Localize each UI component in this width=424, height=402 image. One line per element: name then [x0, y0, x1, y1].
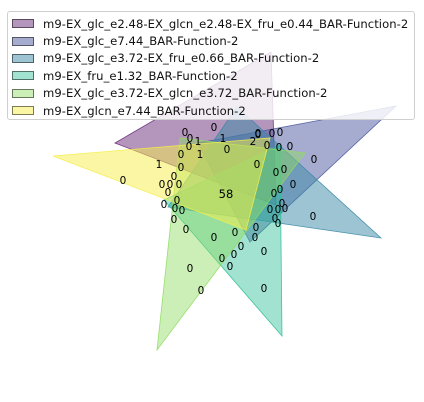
- region-count: 0: [252, 232, 259, 244]
- region-count: 0: [255, 129, 262, 141]
- region-count: 0: [198, 285, 205, 297]
- region-count: 0: [167, 179, 174, 191]
- legend-swatch: [12, 88, 34, 98]
- region-count: 0: [171, 171, 178, 183]
- region-count: 1: [195, 136, 202, 148]
- region-count: 0: [275, 204, 282, 216]
- region-count: 0: [290, 179, 297, 191]
- region-count: 0: [276, 142, 283, 154]
- region-count: 0: [182, 127, 189, 139]
- region-count: 0: [224, 144, 231, 156]
- legend-swatch: [12, 106, 34, 116]
- region-count: 0: [261, 246, 268, 258]
- region-count: 0: [211, 232, 218, 244]
- region-count: 1: [156, 159, 163, 171]
- region-count: 0: [311, 154, 318, 166]
- region-count: 0: [183, 224, 190, 236]
- region-count: 0: [238, 241, 245, 253]
- legend-swatch: [12, 53, 34, 63]
- region-count: 0: [165, 187, 172, 199]
- region-count: 1: [220, 133, 227, 145]
- region-count: 0: [277, 127, 284, 139]
- region-count: 0: [271, 188, 278, 200]
- legend-swatch: [12, 71, 34, 81]
- region-count: 0: [275, 218, 282, 230]
- legend-label: m9-EX_glc_e2.48-EX_glcn_e2.48-EX_fru_e0.…: [43, 16, 409, 31]
- region-count: 0: [179, 205, 186, 217]
- legend-label: m9-EX_glcn_e7.44_BAR-Function-2: [43, 103, 246, 118]
- region-count: 0: [281, 164, 288, 176]
- region-labels: 0 0 0 0 0 1 2 0 0 0 1 0 1 0 0 0 0 0 0 0 …: [120, 122, 318, 297]
- region-count: 0: [178, 162, 185, 174]
- legend-label: m9-EX_glc_e7.44_BAR-Function-2: [43, 34, 239, 49]
- region-count: 0: [269, 128, 276, 140]
- legend-item: m9-EX_glc_e3.72-EX_glcn_e3.72_BAR-Functi…: [12, 85, 414, 102]
- region-count: 0: [282, 203, 289, 215]
- region-count: 0: [174, 195, 181, 207]
- region-count: 1: [197, 149, 204, 161]
- region-count: 0: [186, 141, 193, 153]
- region-count: 0: [172, 203, 179, 215]
- region-count: 0: [176, 179, 183, 191]
- legend: m9-EX_glc_e2.48-EX_glcn_e2.48-EX_fru_e0.…: [7, 11, 415, 120]
- region-count: 0: [287, 141, 294, 153]
- region-count: 0: [227, 261, 234, 273]
- region-count: 0: [159, 179, 166, 191]
- legend-label: m9-EX_glc_e3.72-EX_fru_e0.66_BAR-Functio…: [43, 51, 320, 66]
- region-count: 0: [254, 159, 261, 171]
- legend-item: m9-EX_glc_e7.44_BAR-Function-2: [12, 32, 414, 49]
- legend-item: m9-EX_fru_e1.32_BAR-Function-2: [12, 67, 414, 84]
- region-count: 0: [187, 263, 194, 275]
- region-count: 0: [161, 199, 168, 211]
- region-count: 0: [264, 140, 271, 152]
- region-count: 0: [120, 175, 127, 187]
- legend-item: m9-EX_glc_e2.48-EX_glcn_e2.48-EX_fru_e0.…: [12, 15, 414, 32]
- set-6-triangle: [52, 137, 271, 231]
- region-count: 0: [255, 128, 262, 140]
- legend-item: m9-EX_glc_e3.72-EX_fru_e0.66_BAR-Functio…: [12, 50, 414, 67]
- region-count: 0: [273, 167, 280, 179]
- region-count: 0: [261, 283, 268, 295]
- region-count: 0: [267, 204, 274, 216]
- region-count: 0: [178, 149, 185, 161]
- legend-item: m9-EX_glcn_e7.44_BAR-Function-2: [12, 102, 414, 119]
- region-count: 0: [219, 253, 226, 265]
- region-count: 0: [272, 213, 279, 225]
- region-count: 0: [187, 133, 194, 145]
- region-count: 0: [253, 222, 260, 234]
- region-count: 0: [231, 249, 238, 261]
- legend-swatch: [12, 19, 34, 29]
- legend-label: m9-EX_fru_e1.32_BAR-Function-2: [43, 68, 238, 83]
- region-count: 2: [250, 136, 257, 148]
- region-count: 0: [279, 198, 286, 210]
- region-count: 0: [171, 214, 178, 226]
- region-count: 58: [219, 187, 234, 201]
- region-count: 0: [310, 211, 317, 223]
- legend-swatch: [12, 36, 34, 46]
- region-count: 0: [232, 227, 239, 239]
- legend-label: m9-EX_glc_e3.72-EX_glcn_e3.72_BAR-Functi…: [43, 86, 328, 101]
- region-count: 0: [277, 184, 284, 196]
- region-count: 0: [211, 122, 218, 134]
